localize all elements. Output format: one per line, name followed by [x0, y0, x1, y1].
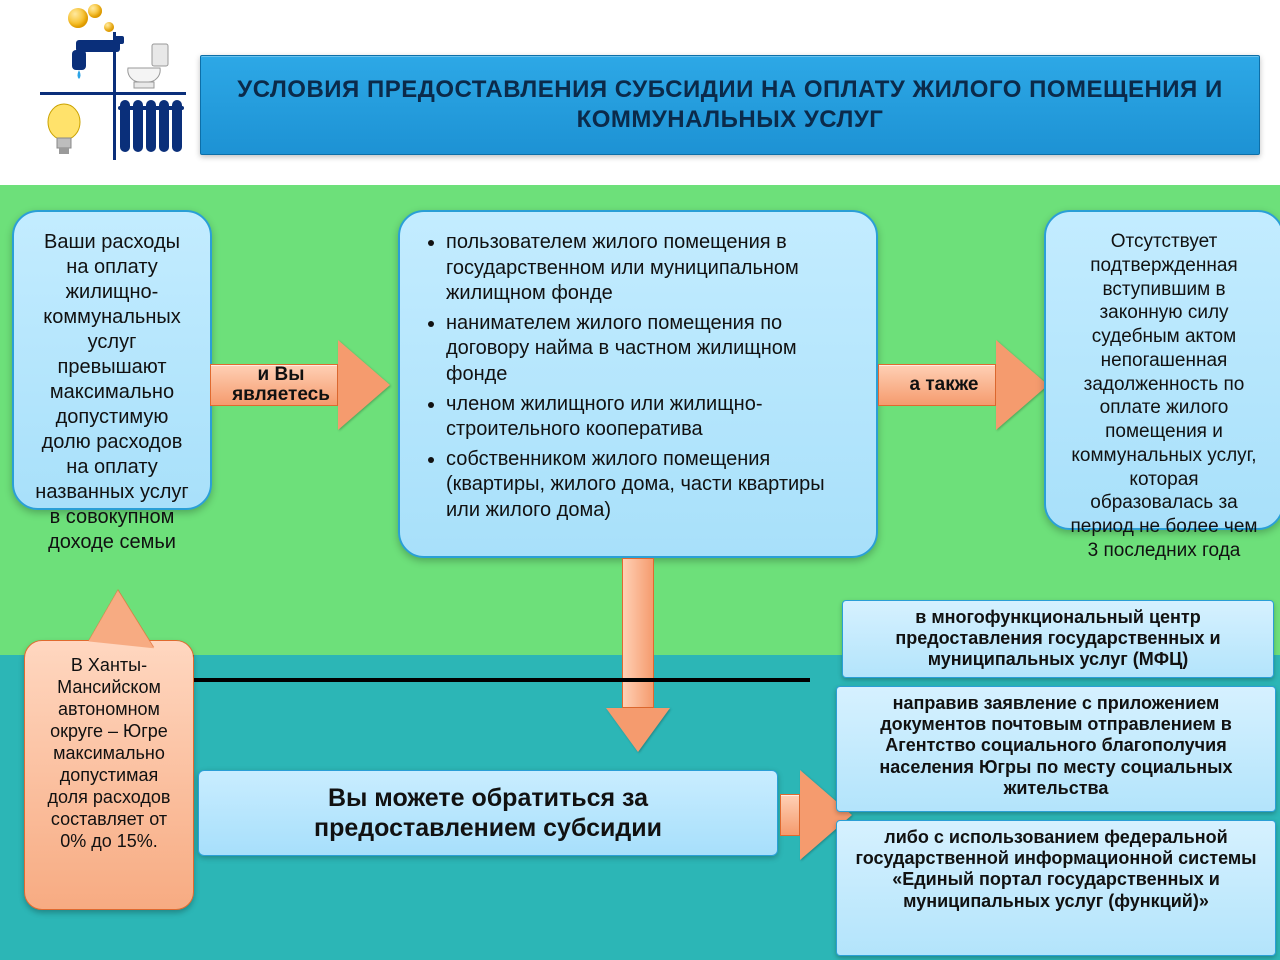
- list-item: членом жилищного или жилищно-строительно…: [446, 392, 856, 443]
- box-categories: пользователем жилого помещения в государ…: [398, 210, 878, 558]
- arrow-and-you-are: и Вы являетесь: [210, 340, 400, 430]
- radiator-icon: [120, 100, 182, 160]
- box-expenses: Ваши расходы на оплату жилищно-коммуналь…: [12, 210, 212, 510]
- list-item: собственником жилого помещения (квартиры…: [446, 447, 856, 524]
- option-mfc-text: в многофункциональный центр предоставлен…: [895, 607, 1220, 669]
- arrow-down-to-apply: [606, 558, 670, 758]
- page-title: УСЛОВИЯ ПРЕДОСТАВЛЕНИЯ СУБСИДИИ НА ОПЛАТ…: [231, 75, 1229, 135]
- option-post: направив заявление с приложением докумен…: [836, 686, 1276, 812]
- box-no-debt: Отсутствует подтвержденная вступившим в …: [1044, 210, 1280, 530]
- option-post-text: направив заявление с приложением докумен…: [879, 693, 1232, 798]
- list-item: пользователем жилого помещения в государ…: [446, 230, 856, 307]
- toilet-icon: [124, 42, 172, 90]
- connector-horizontal: [190, 678, 810, 682]
- option-gosuslugi-text: либо с использованием федеральной госуда…: [855, 827, 1256, 911]
- bubbles-icon: [68, 8, 114, 33]
- utilities-logo: [18, 6, 188, 171]
- apply-banner-text: Вы можете обратиться за предоставлением …: [219, 783, 757, 843]
- infographic-canvas: УСЛОВИЯ ПРЕДОСТАВЛЕНИЯ СУБСИДИИ НА ОПЛАТ…: [0, 0, 1280, 960]
- box-no-debt-text: Отсутствует подтвержденная вступившим в …: [1066, 230, 1262, 563]
- arrow-also: а также: [878, 340, 1058, 430]
- option-gosuslugi: либо с использованием федеральной госуда…: [836, 820, 1276, 956]
- callout-text: В Ханты-Мансийском автономном округе – Ю…: [39, 655, 179, 853]
- option-mfc: в многофункциональный центр предоставлен…: [842, 600, 1274, 678]
- arrow-and-you-are-label: и Вы являетесь: [216, 362, 346, 408]
- lightbulb-icon: [44, 102, 84, 162]
- callout-threshold: В Ханты-Мансийском автономном округе – Ю…: [24, 640, 194, 910]
- apply-banner: Вы можете обратиться за предоставлением …: [198, 770, 778, 856]
- logo-divider-horizontal: [40, 92, 186, 95]
- page-title-banner: УСЛОВИЯ ПРЕДОСТАВЛЕНИЯ СУБСИДИИ НА ОПЛАТ…: [200, 55, 1260, 155]
- box-expenses-text: Ваши расходы на оплату жилищно-коммуналь…: [34, 230, 190, 555]
- callout-tail: [88, 588, 159, 649]
- arrow-also-label: а также: [884, 362, 1004, 408]
- box-categories-list: пользователем жилого помещения в государ…: [420, 230, 856, 524]
- list-item: нанимателем жилого помещения по договору…: [446, 311, 856, 388]
